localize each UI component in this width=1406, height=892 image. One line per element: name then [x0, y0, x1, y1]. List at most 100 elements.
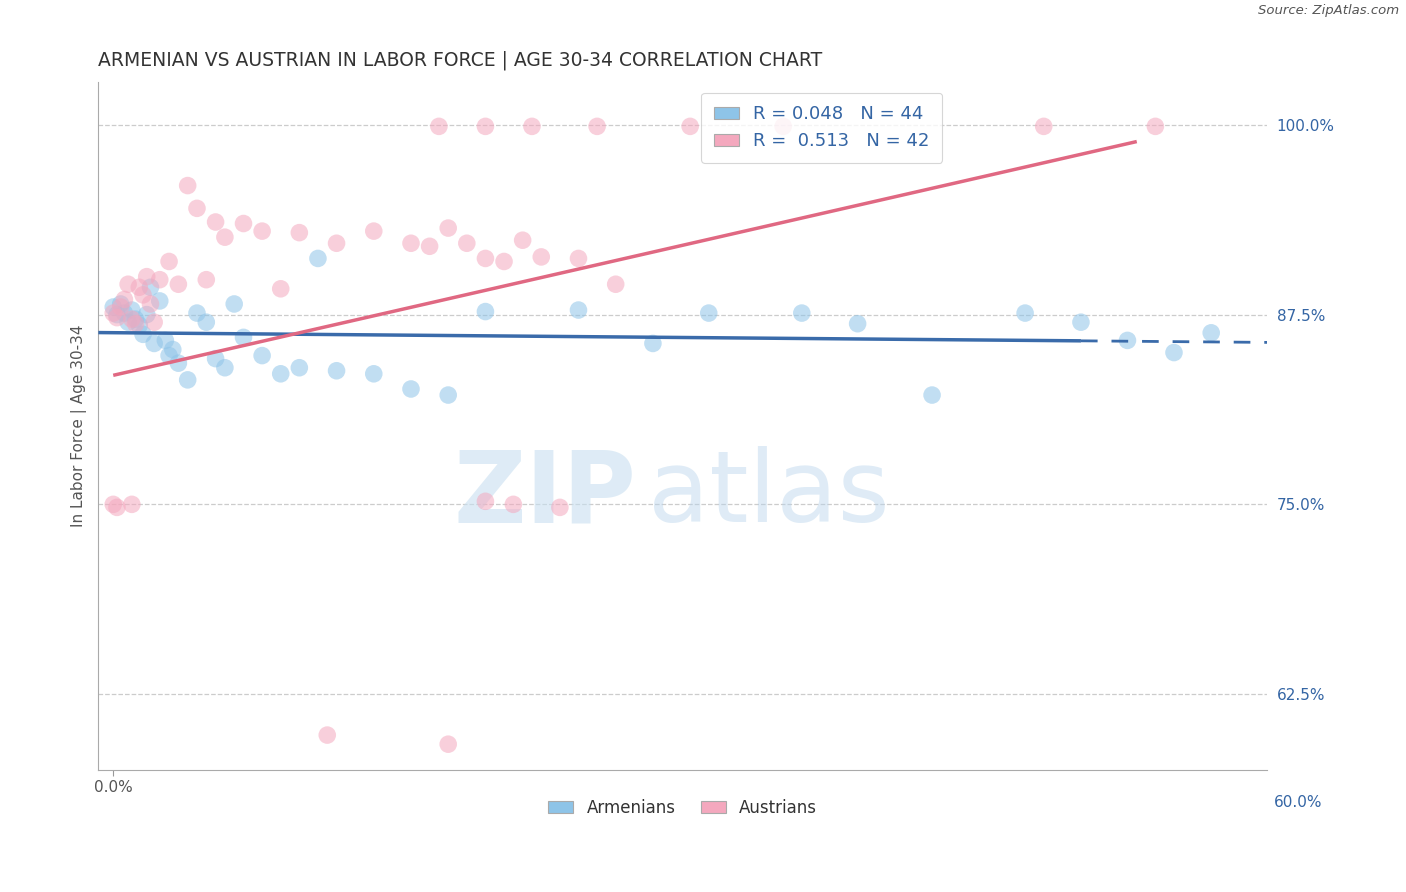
Point [132, 327, 155, 342]
Point [135, 308, 157, 322]
Point [790, 306, 813, 320]
Point [316, 728, 339, 742]
Point [176, 178, 198, 193]
Point [155, 334, 177, 348]
Point [117, 277, 139, 292]
Point [121, 303, 143, 318]
Point [204, 215, 226, 229]
Point [121, 497, 143, 511]
Point [270, 282, 292, 296]
Point [110, 297, 132, 311]
Point [124, 312, 146, 326]
Point [363, 367, 385, 381]
Point [176, 373, 198, 387]
Point [157, 254, 180, 268]
Point [186, 202, 208, 216]
Point [167, 356, 190, 370]
Point [1199, 326, 1222, 340]
Point [117, 315, 139, 329]
Point [437, 221, 460, 235]
Point [772, 120, 794, 134]
Point [605, 277, 627, 292]
Point [1116, 334, 1139, 348]
Point [135, 269, 157, 284]
Point [399, 236, 422, 251]
Point [474, 494, 496, 508]
Point [214, 230, 236, 244]
Point [139, 280, 162, 294]
Point [250, 349, 273, 363]
Y-axis label: In Labor Force | Age 30-34: In Labor Force | Age 30-34 [72, 325, 87, 527]
Point [288, 226, 311, 240]
Point [520, 120, 543, 134]
Point [419, 239, 441, 253]
Point [325, 364, 347, 378]
Point [224, 297, 246, 311]
Point [474, 120, 496, 134]
Text: ZIP: ZIP [453, 446, 636, 543]
Point [128, 318, 150, 333]
Point [679, 120, 702, 134]
Point [530, 250, 553, 264]
Point [697, 306, 720, 320]
Point [437, 388, 460, 402]
Point [121, 312, 143, 326]
Point [363, 224, 385, 238]
Point [474, 252, 496, 266]
Point [132, 288, 155, 302]
Point [162, 343, 184, 357]
Point [567, 303, 589, 318]
Point [105, 500, 128, 515]
Point [103, 300, 125, 314]
Point [437, 737, 460, 751]
Point [270, 367, 292, 381]
Point [186, 306, 208, 320]
Point [586, 120, 609, 134]
Point [112, 306, 135, 320]
Point [427, 120, 450, 134]
Point [112, 293, 135, 307]
Point [195, 273, 218, 287]
Point [492, 254, 515, 268]
Point [143, 315, 166, 329]
Point [502, 497, 524, 511]
Point [307, 252, 329, 266]
Point [474, 304, 496, 318]
Point [149, 273, 172, 287]
Point [1014, 306, 1036, 320]
Point [1032, 120, 1054, 134]
Point [124, 317, 146, 331]
Point [232, 217, 254, 231]
Text: 60.0%: 60.0% [1274, 795, 1323, 810]
Point [105, 308, 128, 322]
Point [288, 360, 311, 375]
Point [214, 360, 236, 375]
Point [512, 233, 534, 247]
Point [128, 280, 150, 294]
Point [105, 310, 128, 325]
Point [399, 382, 422, 396]
Point [143, 336, 166, 351]
Point [195, 315, 218, 329]
Legend: Armenians, Austrians: Armenians, Austrians [541, 792, 824, 823]
Point [157, 349, 180, 363]
Point [456, 236, 478, 251]
Point [149, 293, 172, 308]
Point [325, 236, 347, 251]
Text: ARMENIAN VS AUSTRIAN IN LABOR FORCE | AGE 30-34 CORRELATION CHART: ARMENIAN VS AUSTRIAN IN LABOR FORCE | AG… [98, 51, 823, 70]
Point [846, 317, 869, 331]
Point [103, 306, 125, 320]
Point [139, 297, 162, 311]
Point [103, 497, 125, 511]
Point [250, 224, 273, 238]
Point [110, 300, 132, 314]
Text: atlas: atlas [648, 446, 889, 543]
Point [567, 252, 589, 266]
Point [167, 277, 190, 292]
Point [204, 351, 226, 366]
Point [232, 330, 254, 344]
Text: Source: ZipAtlas.com: Source: ZipAtlas.com [1258, 4, 1399, 18]
Point [1163, 345, 1185, 359]
Point [921, 388, 943, 402]
Point [1144, 120, 1167, 134]
